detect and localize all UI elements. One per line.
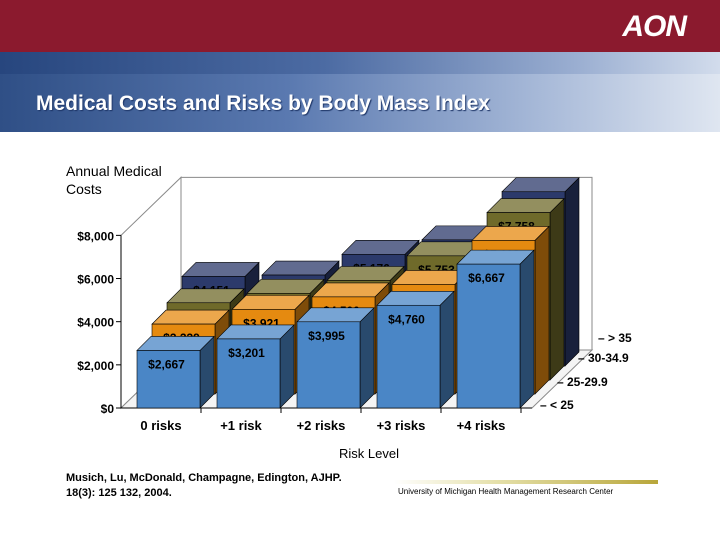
- bar: [376, 290, 455, 409]
- bar-side: [519, 249, 535, 409]
- data-label: $3,201: [228, 346, 265, 360]
- bar-side: [549, 197, 565, 381]
- bar-top: [326, 266, 405, 281]
- plot-area: $0 $2,000 $4,000 $6,000 $8,000 0 risks +1 risk…: [77, 176, 632, 433]
- bar-front: [216, 338, 281, 409]
- data-label: $3,995: [308, 329, 345, 343]
- legend-item: – > 35: [598, 331, 632, 345]
- legend-item: – 30-34.9: [578, 351, 629, 365]
- legend-item: – < 25: [540, 398, 574, 412]
- header-bar: [0, 0, 720, 52]
- bar-top: [311, 282, 390, 298]
- bar-side: [534, 225, 550, 395]
- citation-line-1: Musich, Lu, McDonald, Champagne, Edingto…: [66, 472, 342, 484]
- bar-top: [136, 336, 215, 351]
- data-label: $2,667: [148, 357, 185, 371]
- bar-top: [486, 198, 565, 213]
- data-label: $4,760: [388, 312, 425, 326]
- credit-rule: [394, 480, 658, 484]
- bar-top: [216, 324, 295, 340]
- data-label: $6,667: [468, 271, 505, 285]
- bar-top: [246, 279, 325, 294]
- x-tick-label: +2 risks: [297, 418, 346, 433]
- slide-title: Medical Costs and Risks by Body Mass Ind…: [36, 92, 490, 115]
- title-banner-stripe: [0, 52, 720, 74]
- bar-top: [296, 307, 375, 323]
- research-center-credit: University of Michigan Health Management…: [398, 487, 614, 496]
- bar-top: [501, 177, 580, 193]
- bar-side: [564, 177, 580, 367]
- bar: [216, 324, 295, 409]
- x-tick-label: +4 risks: [457, 418, 506, 433]
- x-tick-label: 0 risks: [140, 418, 181, 433]
- bar-top: [471, 226, 550, 241]
- bar-top: [231, 295, 310, 310]
- bar-front: [376, 304, 441, 409]
- bar-front: [456, 263, 521, 409]
- y-tick-label: $4,000: [77, 316, 114, 330]
- bar: [296, 307, 375, 409]
- x-tick-label: +1 risk: [220, 418, 262, 433]
- x-tick-label: +3 risks: [377, 418, 426, 433]
- y-tick-label: $6,000: [77, 273, 114, 287]
- bar-front: [136, 350, 201, 409]
- bar-top: [261, 260, 340, 276]
- y-axis-title-line1: Annual Medical: [66, 163, 162, 179]
- bar-side: [359, 307, 375, 409]
- citation: Musich, Lu, McDonald, Champagne, Edingto…: [66, 471, 342, 501]
- bar-top: [151, 309, 230, 325]
- aon-logo: AON: [622, 10, 687, 43]
- bar-top: [341, 240, 420, 255]
- bar-side: [439, 290, 455, 409]
- bar-top: [456, 249, 535, 265]
- bar-side: [279, 324, 295, 409]
- bar-top: [181, 262, 260, 277]
- citation-line-2: 18(3): 125 132, 2004.: [66, 487, 172, 499]
- y-tick-label: $0: [101, 402, 115, 416]
- y-axis-title-line2: Costs: [66, 181, 102, 197]
- y-tick-label: $8,000: [77, 229, 114, 243]
- bar: [456, 249, 535, 409]
- bar-top: [376, 290, 455, 306]
- y-tick-label: $2,000: [77, 359, 114, 373]
- legend-item: – 25-29.9: [557, 375, 608, 389]
- bar-front: [296, 321, 361, 409]
- x-axis-title: Risk Level: [339, 446, 399, 461]
- bar: [136, 335, 215, 409]
- bar-top: [166, 288, 245, 304]
